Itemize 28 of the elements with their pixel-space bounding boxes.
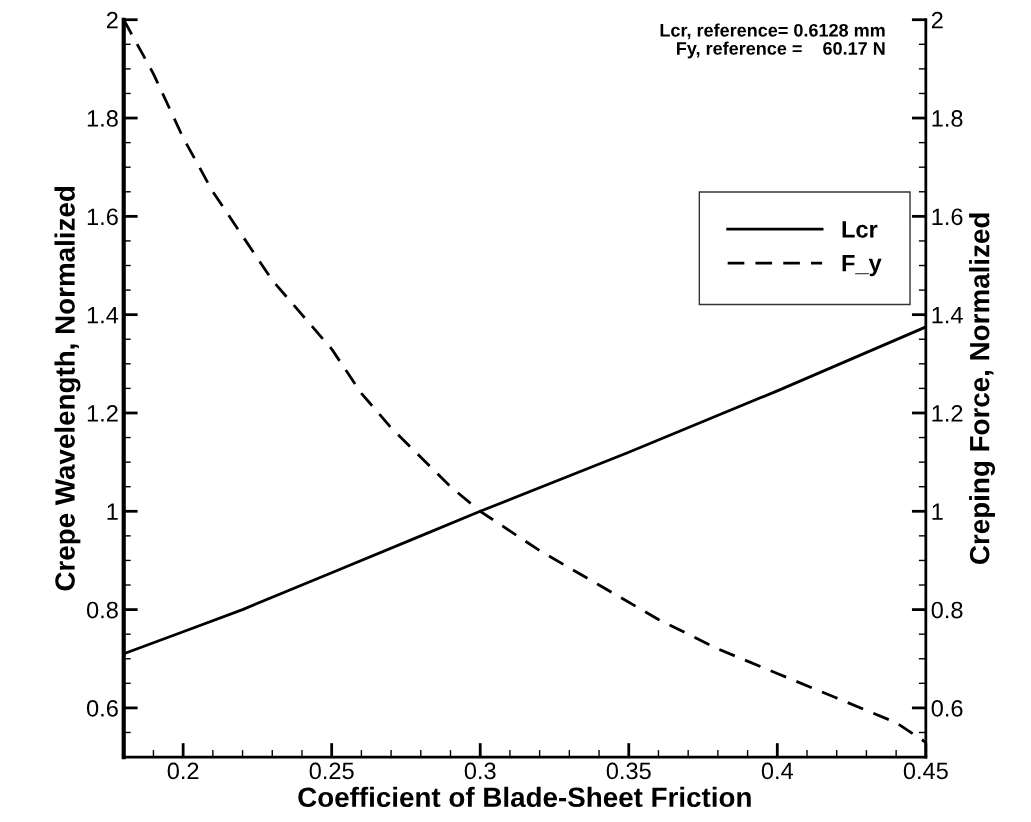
- y-tick-label: 0.8: [86, 601, 118, 619]
- x-axis-title: Coefficient of Blade-Sheet Friction: [298, 786, 751, 808]
- y2-tick-label: 1.8: [932, 110, 963, 127]
- legend-label: F_y: [842, 255, 882, 277]
- x-tick-label: 0.45: [903, 762, 948, 780]
- annotation: Lcr, reference= 0.6128 mm Fy, reference = 60.17 N: [660, 23, 885, 59]
- x-tick-label: 0.2: [167, 762, 199, 780]
- y2-tick-label: 0.8: [931, 601, 963, 619]
- y-tick-label: 1.6: [87, 208, 118, 226]
- x-tick-label: 0.4: [761, 762, 794, 780]
- x-tick-label: 0.3: [464, 762, 496, 780]
- x-tick-label: 0.25: [309, 762, 354, 780]
- y-axis-title: Crepe Wavelength, Normalized: [54, 186, 81, 591]
- y-tick-label: 1: [107, 503, 118, 520]
- y2-axis-title: Creping Force, Normalized: [969, 213, 996, 564]
- x-tick-label: 0.35: [606, 762, 651, 780]
- y2-tick-label: 1.6: [932, 208, 963, 226]
- y2-tick-label: 1: [932, 503, 943, 520]
- y2-tick-label: 1.2: [932, 405, 963, 422]
- y-tick-label: 1.8: [87, 110, 118, 127]
- y-tick-label: 1.2: [87, 405, 118, 422]
- y2-tick-label: 2: [931, 11, 943, 29]
- y-tick-label: 0.6: [86, 699, 118, 717]
- y-tick-label: 2: [106, 11, 118, 29]
- y2-tick-label: 1.4: [932, 306, 963, 324]
- y2-tick-label: 0.6: [931, 699, 963, 717]
- legend-label: Lcr: [842, 221, 878, 238]
- y-tick-label: 1.4: [87, 306, 119, 324]
